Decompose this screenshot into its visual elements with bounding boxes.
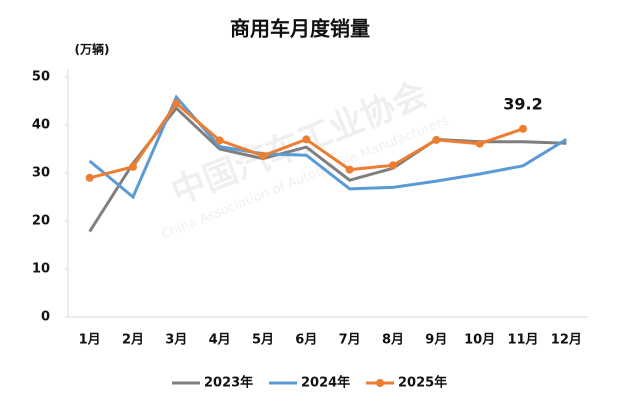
- data-label: 39.2: [503, 94, 542, 113]
- x-tick-label: 4月: [209, 333, 231, 348]
- x-tick-label: 12月: [551, 333, 582, 348]
- y-tick-label: 50: [32, 70, 50, 85]
- point: [519, 124, 527, 133]
- x-tick-label: 2月: [122, 333, 144, 348]
- point: [475, 139, 484, 148]
- x-tick-label: 10月: [464, 333, 495, 348]
- point: [432, 135, 441, 144]
- y-tick-label: 30: [32, 166, 50, 181]
- y-tick-label: 10: [32, 262, 50, 277]
- point: [215, 136, 224, 145]
- x-tick-label: 8月: [382, 333, 404, 348]
- x-tick-label: 5月: [252, 333, 274, 348]
- legend-marker: [376, 379, 384, 387]
- point: [129, 162, 137, 171]
- point: [172, 99, 181, 108]
- x-tick-label: 11月: [507, 333, 538, 348]
- point: [345, 165, 354, 174]
- x-tick-label: 3月: [165, 333, 187, 348]
- y-tick-label: 0: [41, 310, 50, 325]
- legend-label: 2024年: [301, 375, 350, 391]
- legend-label: 2023年: [204, 375, 253, 391]
- x-tick-label: 1月: [79, 333, 101, 348]
- x-tick-label: 7月: [339, 333, 361, 348]
- y-tick-label: 40: [32, 118, 50, 133]
- point: [302, 135, 311, 144]
- point: [389, 161, 397, 170]
- legend-label: 2025年: [398, 375, 447, 391]
- x-tick-label: 9月: [425, 333, 447, 348]
- point: [259, 151, 267, 160]
- x-tick-label: 6月: [295, 333, 317, 348]
- y-axis-label: (万辆): [75, 42, 110, 57]
- y-tick-label: 20: [32, 214, 50, 229]
- point: [85, 173, 94, 182]
- chart-title: 商用车月度销量: [230, 17, 370, 41]
